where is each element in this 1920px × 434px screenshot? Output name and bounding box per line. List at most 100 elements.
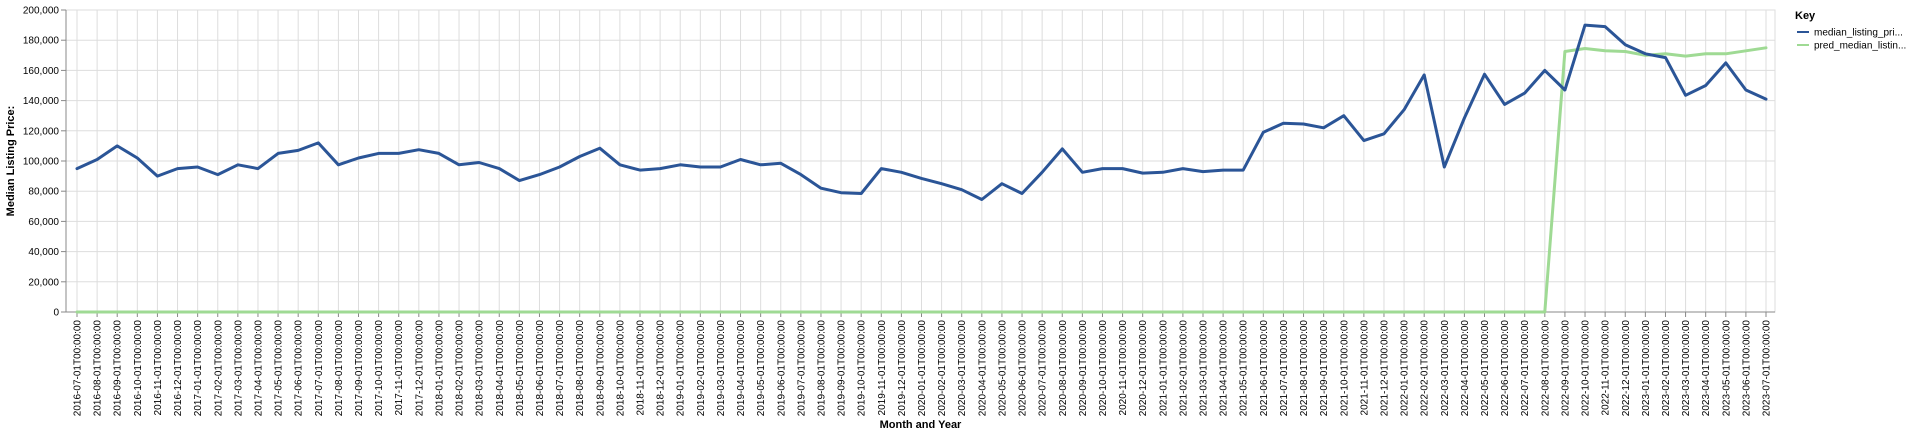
x-tick-label: 2021-01-01T00:00:00 xyxy=(1158,320,1169,417)
x-tick-label: 2020-08-01T00:00:00 xyxy=(1058,320,1069,417)
x-axis: 2016-07-01T00:00:00 2016-08-01T00:00:00 20… xyxy=(66,311,1775,417)
x-tick-label: 2022-03-01T00:00:00 xyxy=(1440,320,1451,417)
x-tick-label: 2019-06-01T00:00:00 xyxy=(776,320,787,417)
x-tick-label: 2020-10-01T00:00:00 xyxy=(1098,320,1109,417)
x-tick-label: 2019-05-01T00:00:00 xyxy=(756,320,767,417)
x-tick-label: 2019-03-01T00:00:00 xyxy=(716,320,727,417)
x-tick-label: 2019-02-01T00:00:00 xyxy=(696,320,707,417)
series-lines xyxy=(75,23,1768,314)
x-tick-label: 2020-12-01T00:00:00 xyxy=(1138,320,1149,417)
x-tick-label: 2019-08-01T00:00:00 xyxy=(816,320,827,417)
x-tick-label: 2017-07-01T00:00:00 xyxy=(314,320,325,417)
x-tick-label: 2020-03-01T00:00:00 xyxy=(957,320,968,417)
x-tick-label: 2017-12-01T00:00:00 xyxy=(414,320,425,417)
x-tick-label: 2018-10-01T00:00:00 xyxy=(615,320,626,417)
x-tick-label: 2019-10-01T00:00:00 xyxy=(857,320,868,417)
x-tick-label: 2022-09-01T00:00:00 xyxy=(1560,320,1571,417)
x-tick-label: 2023-04-01T00:00:00 xyxy=(1701,320,1712,417)
x-tick-label: 2018-12-01T00:00:00 xyxy=(656,320,667,417)
x-tick-label: 2022-06-01T00:00:00 xyxy=(1500,320,1511,417)
x-tick-label: 2023-01-01T00:00:00 xyxy=(1641,320,1652,417)
x-tick-label: 2022-10-01T00:00:00 xyxy=(1581,320,1592,417)
x-tick-label: 2021-05-01T00:00:00 xyxy=(1239,320,1250,417)
x-tick-label: 2021-07-01T00:00:00 xyxy=(1279,320,1290,417)
x-tick-label: 2022-02-01T00:00:00 xyxy=(1420,320,1431,417)
x-tick-label: 2021-08-01T00:00:00 xyxy=(1299,320,1310,417)
y-tick-label: 20,000 xyxy=(28,277,59,288)
x-tick-label: 2016-10-01T00:00:00 xyxy=(133,320,144,417)
y-tick-label: 120,000 xyxy=(23,126,60,137)
x-tick-label: 2018-11-01T00:00:00 xyxy=(636,320,647,416)
series-line-1 xyxy=(75,23,1768,201)
x-tick-label: 2017-08-01T00:00:00 xyxy=(334,320,345,417)
x-tick-label: 2018-09-01T00:00:00 xyxy=(595,320,606,417)
y-tick-label: 40,000 xyxy=(28,247,59,258)
x-tick-label: 2018-06-01T00:00:00 xyxy=(535,320,546,417)
x-tick-label: 2019-04-01T00:00:00 xyxy=(736,320,747,417)
x-tick-label: 2021-03-01T00:00:00 xyxy=(1199,320,1210,417)
x-tick-label: 2018-05-01T00:00:00 xyxy=(515,320,526,417)
legend: Key median_listing_pri... pred_median_lis… xyxy=(1795,10,1906,52)
x-tick-label: 2021-10-01T00:00:00 xyxy=(1339,320,1350,417)
x-tick-label: 2023-03-01T00:00:00 xyxy=(1681,320,1692,417)
x-tick-label: 2020-07-01T00:00:00 xyxy=(1038,320,1049,417)
y-tick-label: 80,000 xyxy=(28,187,59,198)
x-tick-label: 2020-02-01T00:00:00 xyxy=(937,320,948,417)
x-tick-label: 2019-01-01T00:00:00 xyxy=(676,320,687,417)
x-tick-label: 2018-07-01T00:00:00 xyxy=(555,320,566,417)
x-tick-label: 2019-09-01T00:00:00 xyxy=(837,320,848,417)
x-tick-label: 2016-08-01T00:00:00 xyxy=(93,320,104,417)
x-tick-label: 2017-05-01T00:00:00 xyxy=(274,320,285,417)
y-tick-label: 140,000 xyxy=(23,96,60,107)
x-tick-label: 2017-01-01T00:00:00 xyxy=(193,320,204,417)
x-tick-label: 2016-12-01T00:00:00 xyxy=(173,320,184,417)
x-axis-title: Month and Year xyxy=(880,419,962,431)
x-tick-label: 2021-12-01T00:00:00 xyxy=(1379,320,1390,417)
x-tick-label: 2023-06-01T00:00:00 xyxy=(1741,320,1752,417)
x-tick-label: 2022-07-01T00:00:00 xyxy=(1520,320,1531,417)
legend-title: Key xyxy=(1795,10,1816,22)
y-tick-label: 200,000 xyxy=(23,6,60,17)
x-tick-label: 2020-01-01T00:00:00 xyxy=(917,320,928,417)
y-axis: 0 20,000 40,000 60,000 80,000 100,000 120,000 1… xyxy=(23,6,67,319)
x-tick-label: 2018-01-01T00:00:00 xyxy=(434,320,445,417)
x-tick-label: 2022-04-01T00:00:00 xyxy=(1460,320,1471,417)
x-tick-label: 2017-06-01T00:00:00 xyxy=(294,320,305,417)
x-tick-label: 2019-11-01T00:00:00 xyxy=(877,320,888,416)
x-tick-label: 2018-08-01T00:00:00 xyxy=(575,320,586,417)
x-tick-label: 2022-12-01T00:00:00 xyxy=(1621,320,1632,417)
x-tick-label: 2021-09-01T00:00:00 xyxy=(1319,320,1330,417)
x-tick-label: 2022-11-01T00:00:00 xyxy=(1601,320,1612,416)
y-tick-label: 160,000 xyxy=(23,66,60,77)
legend-label: median_listing_pri... xyxy=(1814,28,1903,39)
x-tick-label: 2019-07-01T00:00:00 xyxy=(796,320,807,417)
x-tick-label: 2022-05-01T00:00:00 xyxy=(1480,320,1491,417)
x-tick-label: 2017-10-01T00:00:00 xyxy=(374,320,385,417)
x-tick-label: 2022-01-01T00:00:00 xyxy=(1400,320,1411,417)
x-tick-label: 2017-11-01T00:00:00 xyxy=(394,320,405,416)
x-tick-label: 2016-07-01T00:00:00 xyxy=(73,320,84,417)
x-tick-label: 2021-04-01T00:00:00 xyxy=(1219,320,1230,417)
y-axis-title: Median Listing Price: xyxy=(5,106,17,217)
x-tick-label: 2017-09-01T00:00:00 xyxy=(354,320,365,417)
x-tick-label: 2022-08-01T00:00:00 xyxy=(1540,320,1551,417)
x-tick-label: 2020-04-01T00:00:00 xyxy=(977,320,988,417)
grid xyxy=(65,9,1776,313)
x-tick-label: 2018-04-01T00:00:00 xyxy=(495,320,506,417)
x-tick-label: 2018-02-01T00:00:00 xyxy=(455,320,466,417)
x-tick-label: 2020-05-01T00:00:00 xyxy=(997,320,1008,417)
x-tick-label: 2023-07-01T00:00:00 xyxy=(1762,320,1773,417)
y-tick-label: 60,000 xyxy=(28,217,59,228)
y-tick-label: 180,000 xyxy=(23,36,60,47)
x-tick-label: 2019-12-01T00:00:00 xyxy=(897,320,908,417)
x-tick-label: 2018-03-01T00:00:00 xyxy=(475,320,486,417)
y-tick-label: 0 xyxy=(53,308,59,319)
x-tick-label: 2017-02-01T00:00:00 xyxy=(213,320,224,417)
x-tick-label: 2017-03-01T00:00:00 xyxy=(233,320,244,417)
y-tick-label: 100,000 xyxy=(23,157,60,168)
series-line-2 xyxy=(75,46,1768,314)
x-tick-label: 2023-02-01T00:00:00 xyxy=(1661,320,1672,417)
x-tick-label: 2020-09-01T00:00:00 xyxy=(1078,320,1089,417)
